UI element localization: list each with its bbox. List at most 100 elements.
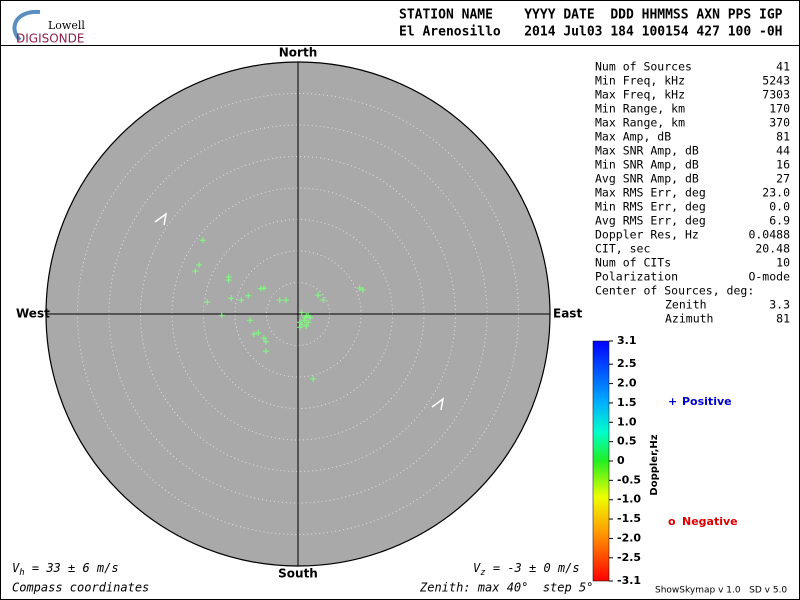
vz-symbol: V <box>473 561 481 575</box>
stat-label: Max SNR Amp, dB <box>595 144 699 158</box>
vh-text: = 33 ± 6 m/s <box>25 561 119 575</box>
zenith-label: Zenith: max 40° step 5° <box>419 581 593 595</box>
legend-name: Positive <box>682 395 732 408</box>
source-point <box>245 292 252 299</box>
stat-value: 6.9 <box>769 214 790 228</box>
header-values: El Arenosillo 2014 Jul03 184 100154 427 … <box>399 25 783 40</box>
colorbar-tick-label: 1.0 <box>617 415 637 428</box>
colorbar-tick-label: 0 <box>617 454 625 467</box>
source-point <box>257 285 264 292</box>
colorbar-ramp <box>592 340 610 582</box>
source-point <box>296 324 303 331</box>
source-point <box>225 276 232 283</box>
source-point <box>303 322 310 329</box>
source-point <box>250 331 257 338</box>
colorbar-tick-label: 2.5 <box>617 357 637 370</box>
stat-value: 170 <box>769 102 790 116</box>
center-value: 3.3 <box>769 298 790 312</box>
stat-label: Max Amp, dB <box>595 130 671 144</box>
logo-swoosh <box>12 9 41 42</box>
compass-west: West <box>16 307 50 321</box>
colorbar-tick-label: -1.0 <box>617 493 641 506</box>
vh-symbol: V <box>12 561 20 575</box>
source-point <box>262 348 269 355</box>
source-point <box>192 268 199 275</box>
colorbar-tick-label: 3.1 <box>617 334 637 347</box>
center-label: Azimuth <box>665 312 713 326</box>
stat-value: 370 <box>769 116 790 130</box>
stats-table: Num of Sources 41 Min Freq, kHz 5243 Max Fre… <box>595 60 790 326</box>
legend-symbol: o <box>668 515 676 528</box>
stat-value: 20.48 <box>755 242 790 256</box>
stat-label: Polarization <box>595 270 678 284</box>
colorbar-tick-label: -3.1 <box>617 574 641 587</box>
center-label: Zenith <box>665 298 707 312</box>
stat-label: CIT, sec <box>595 242 650 256</box>
logo-top: Lowell <box>48 19 85 32</box>
source-point <box>218 312 225 319</box>
center-value: 81 <box>776 312 790 326</box>
source-point <box>260 285 267 292</box>
source-point <box>301 314 308 321</box>
stat-label: Doppler Res, Hz <box>595 228 699 242</box>
stat-label: Max RMS Err, deg <box>595 186 706 200</box>
source-point <box>260 334 267 341</box>
source-point <box>196 261 203 268</box>
stat-label: Avg SNR Amp, dB <box>595 172 699 186</box>
legend-symbol: + <box>668 395 677 408</box>
source-point <box>247 317 254 324</box>
source-point <box>356 285 363 292</box>
skymap-plot: North South West East <box>16 46 582 581</box>
stat-label: Num of Sources <box>595 60 692 74</box>
colorbar-tick-label: -0.5 <box>617 473 641 486</box>
colorbar-tick-label: 0.5 <box>617 435 637 448</box>
stat-value: 81 <box>776 130 790 144</box>
source-point <box>199 237 206 244</box>
logo-bottom: DIGISONDE <box>16 32 84 46</box>
source-point <box>320 297 327 304</box>
source-point <box>283 297 290 304</box>
source-point <box>276 297 283 304</box>
stat-value: O-mode <box>748 270 790 284</box>
direction-markers <box>154 212 445 411</box>
coords-label: Compass coordinates <box>12 581 149 595</box>
stat-label: Num of CITs <box>595 256 671 270</box>
stat-value: 23.0 <box>762 186 790 200</box>
vh-sub: h <box>19 568 24 578</box>
stat-label: Min SNR Amp, dB <box>595 158 699 172</box>
stat-value: 7303 <box>762 88 790 102</box>
source-point <box>359 287 366 294</box>
source-point <box>315 292 322 299</box>
colorbar-tick-label: -1.5 <box>617 512 641 525</box>
stat-value: 0.0488 <box>748 228 790 242</box>
stat-label: Min Freq, kHz <box>595 74 685 88</box>
source-point <box>305 319 312 326</box>
header-columns: STATION NAME YYYY DATE DDD HHMMSS AXN PP… <box>399 8 783 23</box>
stat-value: 16 <box>776 158 790 172</box>
stat-value: 10 <box>776 256 790 270</box>
vh-label: Vh = 33 ± 6 m/s <box>12 561 119 578</box>
compass-north: North <box>279 46 317 60</box>
center-title: Center of Sources, deg: <box>595 284 754 298</box>
colorbar-tick-label: 1.5 <box>617 396 637 409</box>
colorbar-tick-label: -2.5 <box>617 551 641 564</box>
colorbar: 3.1 2.5 2.0 1.5 1.0 0.5 0 -0.5 -1.0 -1.5 -2.0 -2.5 -… <box>592 334 738 587</box>
stat-value: 44 <box>776 144 790 158</box>
version-label: ShowSkymap v 1.0 SD v 5.0 <box>655 586 787 596</box>
stat-label: Avg RMS Err, deg <box>595 214 706 228</box>
stat-value: 0.0 <box>769 200 790 214</box>
vz-sub: z <box>480 568 485 578</box>
compass-south: South <box>278 567 318 581</box>
source-point <box>262 338 269 345</box>
stat-value: 27 <box>776 172 790 186</box>
vz-label: Vz = -3 ± 0 m/s <box>473 561 580 578</box>
stat-value: 5243 <box>762 74 790 88</box>
source-point <box>301 317 308 324</box>
vz-text: = -3 ± 0 m/s <box>486 561 580 575</box>
stat-value: 41 <box>776 60 790 74</box>
source-point <box>298 309 305 316</box>
source-point <box>255 329 262 336</box>
stat-label: Max Freq, kHz <box>595 88 685 102</box>
stat-label: Min Range, km <box>595 102 685 116</box>
